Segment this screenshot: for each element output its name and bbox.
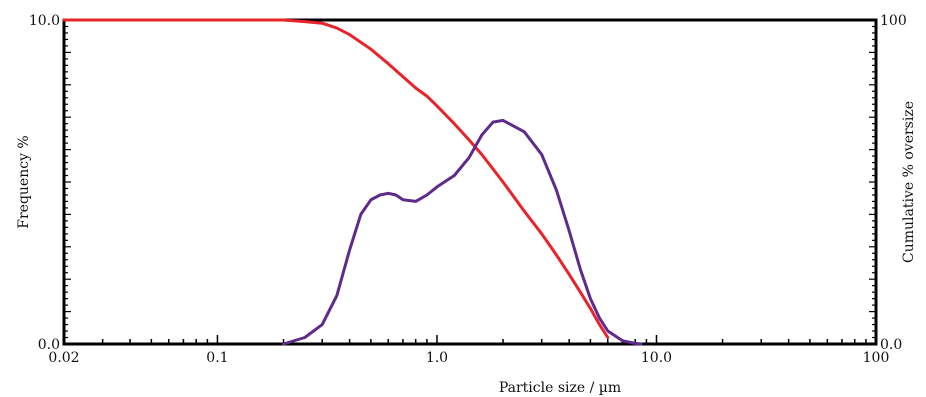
x-axis-title: Particle size / µm [499, 380, 621, 396]
x-tick-label: 100 [863, 350, 890, 366]
plot-frame [62, 18, 878, 346]
x-tick-label: 0.1 [206, 350, 228, 366]
y-left-axis-title: Frequency % [16, 135, 32, 228]
frequency-line [282, 118, 643, 346]
cumulative-oversize-line [62, 18, 610, 339]
y-right-tick-label: 100 [880, 13, 907, 29]
x-tick-label: 1.0 [426, 350, 448, 366]
x-tick-label: 10.0 [641, 350, 672, 366]
y-left-tick-label: 0.0 [38, 337, 60, 353]
x-tick-label: 0.02 [48, 350, 79, 366]
series-layer [62, 18, 643, 346]
y-right-axis-title: Cumulative % oversize [901, 101, 917, 263]
y-right-tick-label: 0.0 [880, 337, 902, 353]
y-left-tick-label: 10.0 [29, 13, 60, 29]
